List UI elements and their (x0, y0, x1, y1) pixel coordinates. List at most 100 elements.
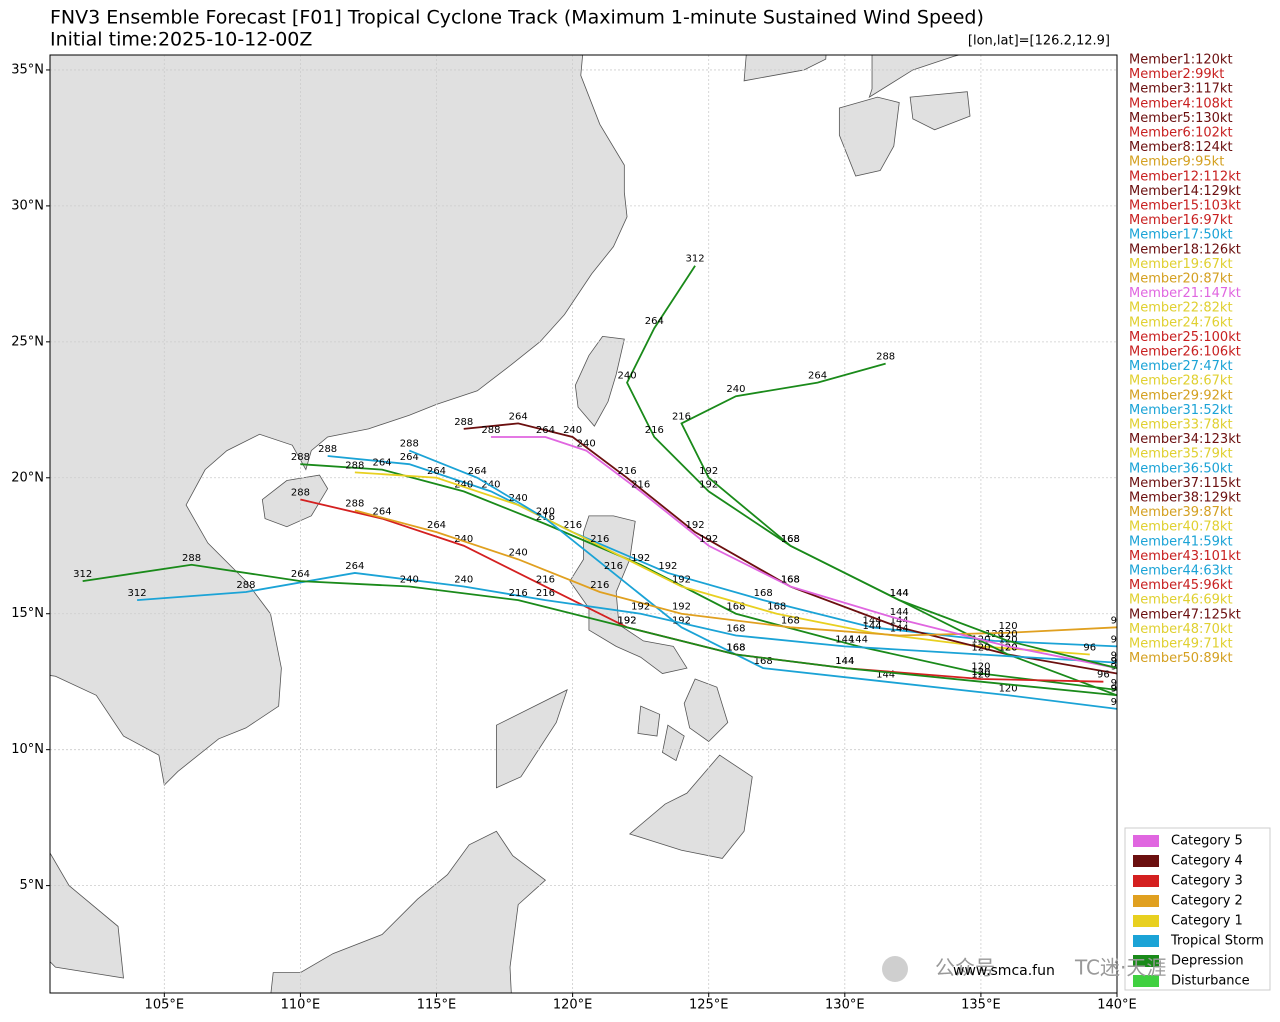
hour-label: 264 (373, 507, 392, 518)
member-entry: Member2:99kt (1129, 67, 1224, 82)
member-entry: Member31:52kt (1129, 403, 1233, 418)
hour-label: 288 (481, 425, 500, 436)
land-shape (628, 754, 753, 859)
member-entry: Member25:100kt (1129, 330, 1241, 345)
track-line (300, 463, 1117, 691)
x-tick-label: 135°E (961, 998, 1001, 1013)
hour-label: 192 (618, 615, 637, 626)
land-shape (574, 335, 625, 427)
track-line (327, 455, 1117, 648)
chart-subtitle: Initial time:2025-10-12-00Z (50, 29, 312, 51)
member-entry: Member12:112kt (1129, 169, 1241, 184)
track-line (354, 509, 1117, 637)
hour-label: 96 (1111, 615, 1124, 626)
hour-label: 168 (781, 534, 800, 545)
x-tick-label: 140°E (1097, 998, 1137, 1013)
hour-label: 216 (631, 479, 650, 490)
hour-label: 264 (400, 452, 419, 463)
hour-label: 120 (999, 621, 1018, 632)
member-entry: Member8:124kt (1129, 140, 1233, 155)
x-tick-label: 115°E (417, 998, 457, 1013)
member-entry: Member5:130kt (1129, 111, 1233, 126)
hour-label: 192 (672, 615, 691, 626)
hour-label: 264 (345, 561, 364, 572)
hour-label: 120 (971, 667, 990, 678)
hour-label: 168 (754, 656, 773, 667)
hour-label: 120 (971, 670, 990, 681)
member-entry: Member43:101kt (1129, 549, 1241, 564)
member-entry: Member34:123kt (1129, 432, 1241, 447)
member-entry: Member44:63kt (1129, 564, 1233, 579)
hour-label: 288 (345, 498, 364, 509)
hour-label: 144 (849, 634, 868, 645)
member-entry: Member24:76kt (1129, 315, 1233, 330)
hour-label: 288 (876, 352, 895, 363)
hour-label: 96 (1111, 656, 1124, 667)
x-tick-label: 125°E (689, 998, 729, 1013)
hour-label: 192 (699, 466, 718, 477)
member-entry: Member29:92kt (1129, 388, 1233, 403)
tracks: 96 120 144 168 192 216 240 264 288 96 120 144 168 192… (73, 254, 1124, 710)
hour-label: 288 (345, 460, 364, 471)
hour-label: 96 (1111, 656, 1124, 667)
member-entry: Member48:70kt (1129, 622, 1233, 637)
watermark: TC迷·天涯 (1074, 956, 1166, 980)
hour-label: 288 (454, 417, 473, 428)
legend-swatch (1133, 855, 1159, 867)
track-line (354, 471, 1090, 656)
legend-swatch (1133, 835, 1159, 847)
hour-label: 168 (754, 588, 773, 599)
member-entry: Member18:126kt (1129, 242, 1241, 257)
hour-label: 120 (999, 629, 1018, 640)
track-line (137, 572, 1117, 664)
member-entry: Member40:78kt (1129, 520, 1233, 535)
land-shape (661, 724, 685, 762)
member-entry: Member28:67kt (1129, 374, 1233, 389)
chart-title: FNV3 Ensemble Forecast [F01] Tropical Cy… (50, 7, 984, 29)
hour-label: 264 (427, 466, 446, 477)
hour-label: 120 (971, 643, 990, 654)
legend-label: Disturbance (1171, 974, 1250, 989)
member-entry: Member36:50kt (1129, 461, 1233, 476)
hour-label: 168 (726, 643, 745, 654)
y-tick-label: 35°N (11, 62, 44, 77)
land-shape (569, 515, 688, 674)
legend-label: Category 5 (1171, 834, 1243, 849)
hour-label: 144 (890, 615, 909, 626)
hour-label: 240 (726, 384, 745, 395)
legend-swatch (1133, 955, 1159, 967)
hour-label: 144 (862, 615, 881, 626)
hour-label: 144 (890, 607, 909, 618)
x-tick-label: 120°E (553, 998, 593, 1013)
legend-swatch (1133, 915, 1159, 927)
member-entry: Member20:87kt (1129, 272, 1233, 287)
hour-label: 216 (604, 561, 623, 572)
track-line (82, 563, 1117, 697)
hour-label: 264 (808, 371, 827, 382)
hour-label: 144 (890, 623, 909, 634)
hour-label: 240 (454, 534, 473, 545)
hour-label: 192 (672, 602, 691, 613)
member-entry: Member46:69kt (1129, 593, 1233, 608)
y-tick-label: 5°N (20, 878, 45, 893)
hour-label: 192 (631, 553, 650, 564)
hour-label: 216 (536, 588, 555, 599)
member-entry: Member45:96kt (1129, 578, 1233, 593)
hour-label: 288 (291, 488, 310, 499)
member-entry: Member47:125kt (1129, 607, 1241, 622)
hour-label: 216 (672, 411, 691, 422)
hour-label: 96 (1111, 683, 1124, 694)
hour-label: 144 (862, 621, 881, 632)
land-shape (261, 474, 329, 528)
hour-label: 96 (1097, 670, 1110, 681)
axes: 105°E 110°E 115°E 120°E 125°E 130°E 135°E 140°E… (11, 62, 1137, 1012)
member-entry: Member16:97kt (1129, 213, 1233, 228)
hour-label: 288 (236, 580, 255, 591)
hour-label: 264 (291, 569, 310, 580)
land-shape (838, 96, 900, 177)
x-tick-label: 130°E (825, 998, 865, 1013)
member-entry: Member41:59kt (1129, 534, 1233, 549)
y-tick-label: 10°N (11, 742, 44, 757)
land (50, 55, 971, 993)
